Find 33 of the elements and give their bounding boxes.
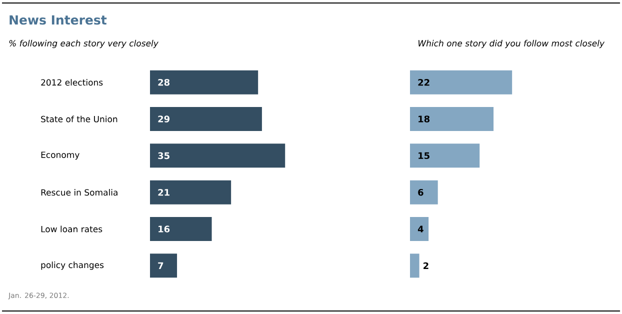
bar [150, 144, 286, 168]
chart-subtitle: % following each story very closely [9, 40, 158, 48]
data-label: 7 [158, 262, 164, 269]
y-tick-label: Economy [41, 152, 80, 160]
data-label: 28 [158, 78, 170, 86]
y-tick-label: policy changes [41, 262, 104, 270]
bar [150, 107, 262, 132]
chart-title: News Interest [10, 15, 107, 25]
y-tick-label: 2012 elections [41, 79, 103, 86]
bar [410, 180, 438, 204]
data-label: 22 [418, 79, 430, 86]
data-label: 2 [424, 262, 428, 270]
bar [150, 217, 212, 242]
y-tick-label: Low loan rates [41, 226, 102, 232]
bar [150, 180, 232, 204]
data-label: 6 [418, 188, 424, 196]
bar [410, 217, 429, 242]
y-tick-label: Rescue in Somalia [41, 189, 118, 196]
bar [410, 144, 480, 168]
bar [150, 70, 258, 94]
data-label: 4 [418, 226, 424, 232]
data-label: 21 [158, 189, 170, 196]
data-label: 35 [158, 152, 170, 160]
y-tick-label: State of the Union [41, 116, 118, 122]
bar [410, 107, 494, 132]
data-label: 29 [158, 116, 170, 122]
data-label: 18 [418, 116, 430, 122]
bar [410, 70, 512, 94]
data-label: 15 [418, 152, 430, 160]
bar [150, 254, 178, 278]
data-label: 16 [158, 226, 170, 232]
chart-subtitle: Which one story did you follow most closely [418, 40, 605, 48]
bar [410, 254, 420, 278]
